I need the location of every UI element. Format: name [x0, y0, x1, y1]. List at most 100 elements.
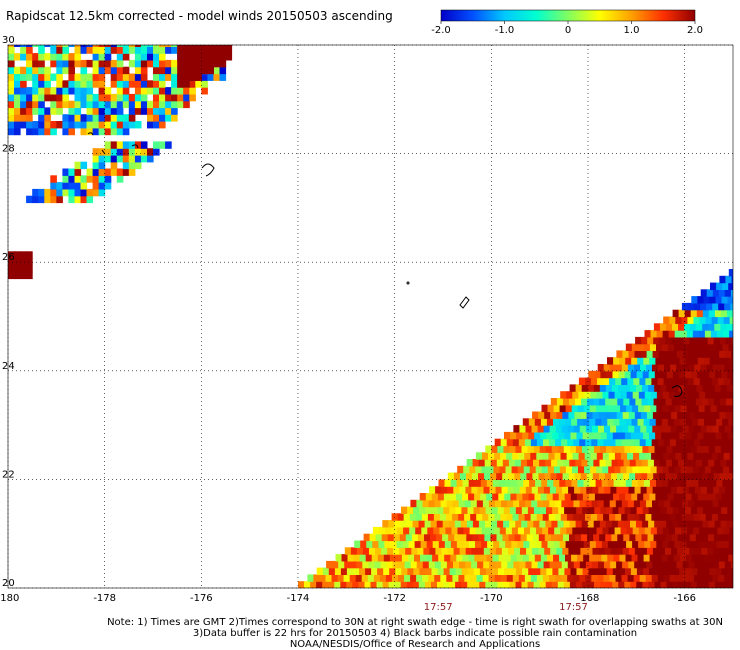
- heatmap-cell: [697, 431, 704, 440]
- heatmap-cell: [673, 493, 681, 501]
- heatmap-cell: [541, 479, 548, 487]
- x-tick-label: -174: [287, 593, 310, 604]
- heatmap-cell: [700, 289, 708, 297]
- heatmap-cell: [122, 155, 130, 163]
- heatmap-cell: [116, 93, 124, 102]
- heatmap-cell: [628, 547, 636, 555]
- heatmap-cell: [698, 465, 706, 474]
- heatmap-cell: [26, 73, 33, 81]
- heatmap-cell: [116, 107, 124, 115]
- heatmap-cell: [686, 404, 694, 413]
- heatmap-cell: [491, 581, 498, 588]
- heatmap-cell: [727, 445, 733, 453]
- heatmap-cell: [86, 188, 94, 197]
- heatmap-cell: [726, 398, 733, 406]
- heatmap-cell: [389, 554, 397, 562]
- heatmap-cell: [719, 547, 726, 555]
- heatmap-cell: [26, 121, 33, 129]
- heatmap-cell: [581, 520, 589, 528]
- heatmap-cell: [546, 567, 553, 575]
- heatmap-cell: [577, 540, 585, 548]
- heatmap-cell: [549, 499, 556, 508]
- heatmap-cell: [506, 513, 513, 521]
- heatmap-cell: [721, 567, 729, 575]
- heatmap-cell: [86, 114, 94, 122]
- heatmap-cell: [375, 547, 382, 555]
- heatmap-cell: [92, 45, 100, 47]
- heatmap-cell: [676, 425, 684, 433]
- heatmap-cell: [713, 411, 720, 419]
- heatmap-cell: [652, 411, 660, 419]
- heatmap-cell: [381, 547, 388, 555]
- heatmap-cell: [489, 486, 497, 494]
- heatmap-cell: [633, 513, 640, 521]
- heatmap-cell: [612, 445, 619, 453]
- heatmap-cell: [600, 370, 607, 379]
- heatmap-cell: [350, 560, 357, 569]
- heatmap-cell: [62, 168, 69, 176]
- heatmap-cell: [201, 53, 208, 61]
- heatmap-cell: [80, 161, 88, 170]
- heatmap-cell: [74, 45, 82, 47]
- heatmap-cell: [547, 404, 555, 413]
- heatmap-cell: [153, 66, 160, 75]
- heatmap-cell: [713, 547, 720, 555]
- heatmap-cell: [694, 350, 702, 358]
- heatmap-cell: [711, 316, 719, 324]
- heatmap-cell: [725, 472, 733, 480]
- heatmap-cell: [542, 513, 550, 521]
- heatmap-cell: [664, 499, 671, 508]
- heatmap-cell: [611, 398, 618, 406]
- heatmap-cell: [705, 452, 713, 460]
- heatmap-cell: [551, 459, 558, 467]
- heatmap-cell: [671, 533, 679, 542]
- heatmap-cell: [730, 377, 733, 385]
- heatmap-cell: [481, 465, 488, 474]
- heatmap-cell: [672, 459, 679, 467]
- heatmap-cell: [645, 452, 652, 460]
- heatmap-cell: [26, 195, 33, 204]
- heatmap-cell: [56, 107, 63, 115]
- heatmap-cell: [473, 506, 481, 514]
- heatmap-cell: [492, 554, 500, 562]
- heatmap-cell: [201, 73, 208, 81]
- heatmap-cell: [474, 479, 482, 487]
- heatmap-cell: [380, 560, 388, 569]
- heatmap-cell: [707, 398, 715, 406]
- heatmap-cell: [534, 431, 541, 440]
- heatmap-cell: [652, 547, 660, 555]
- heatmap-cell: [576, 567, 584, 575]
- heatmap-cell: [98, 182, 106, 190]
- heatmap-cell: [523, 540, 530, 548]
- heatmap-cell: [552, 506, 559, 514]
- heatmap-cell: [497, 445, 504, 453]
- heatmap-cell: [134, 73, 142, 81]
- heatmap-cell: [122, 87, 130, 95]
- heatmap-cell: [201, 45, 208, 47]
- heatmap-cell: [685, 418, 693, 426]
- heatmap-cell: [700, 425, 708, 433]
- heatmap-cell: [153, 107, 160, 115]
- heatmap-cell: [298, 581, 305, 588]
- heatmap-cell: [693, 377, 701, 385]
- heatmap-cell: [581, 384, 589, 392]
- heatmap-cell: [171, 45, 178, 47]
- heatmap-cell: [104, 175, 112, 183]
- heatmap-cell: [374, 560, 381, 569]
- heatmap-cell: [633, 364, 641, 372]
- heatmap-cell: [419, 506, 426, 514]
- heatmap-cell: [583, 404, 591, 413]
- heatmap-cell: [729, 330, 733, 338]
- heatmap-cell: [650, 330, 658, 338]
- heatmap-cell: [708, 581, 716, 588]
- heatmap-cell: [669, 316, 676, 324]
- heatmap-cell: [513, 425, 520, 433]
- heatmap-cell: [522, 431, 529, 440]
- heatmap-cell: [427, 526, 434, 535]
- heatmap-cell: [678, 581, 686, 588]
- heatmap-cell: [592, 547, 600, 555]
- heatmap-cell: [605, 520, 613, 528]
- heatmap-cell: [20, 80, 27, 88]
- heatmap-cell: [446, 574, 453, 582]
- heatmap-cell: [705, 513, 713, 521]
